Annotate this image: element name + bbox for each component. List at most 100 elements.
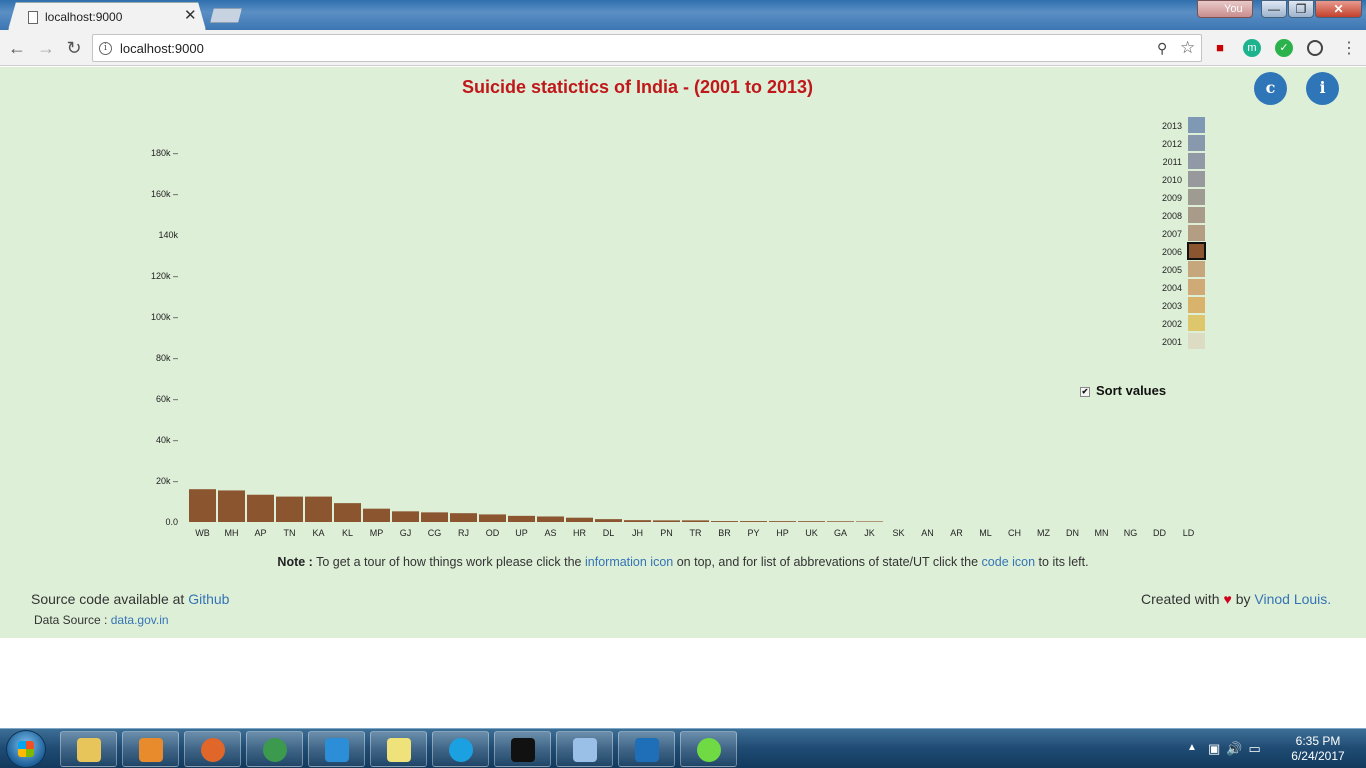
bar-up[interactable] bbox=[508, 515, 535, 522]
address-bar[interactable]: i localhost:9000 ⚲ ☆ bbox=[92, 34, 1202, 62]
bar-tr[interactable] bbox=[682, 520, 709, 522]
bar-gj[interactable] bbox=[392, 511, 419, 522]
sort-checkbox[interactable]: ✔ bbox=[1080, 387, 1090, 397]
bar-hr[interactable] bbox=[566, 517, 593, 522]
x-tick-label: MN bbox=[1095, 528, 1109, 538]
bookmark-star-icon[interactable]: ☆ bbox=[1180, 38, 1196, 57]
legend-swatch-2002[interactable] bbox=[1188, 315, 1205, 331]
extension-gauge-icon[interactable] bbox=[1307, 40, 1323, 56]
bar-ka[interactable] bbox=[305, 496, 332, 522]
bar-as[interactable] bbox=[537, 516, 564, 522]
forward-button[interactable]: → bbox=[37, 38, 55, 58]
sort-label: Sort values bbox=[1096, 383, 1167, 398]
taskbar-cmd[interactable] bbox=[494, 731, 551, 767]
year-legend[interactable]: 2013 2012 2011 2010 2009 2008 2007 2006 2005 2004… bbox=[1162, 117, 1206, 349]
legend-year-label: 2011 bbox=[1163, 157, 1182, 167]
extension-check-icon[interactable]: ✓ bbox=[1275, 39, 1293, 57]
bar-od[interactable] bbox=[479, 514, 506, 522]
legend-swatch-2008[interactable] bbox=[1188, 207, 1205, 223]
info-button[interactable]: i bbox=[1306, 72, 1339, 105]
legend-year-label: 2005 bbox=[1162, 265, 1182, 275]
legend-swatch-2006[interactable] bbox=[1187, 242, 1206, 260]
close-window-button[interactable]: ✕ bbox=[1315, 0, 1362, 18]
system-clock[interactable]: 6:35 PM 6/24/2017 bbox=[1280, 734, 1356, 764]
reload-button[interactable]: ↻ bbox=[66, 38, 82, 58]
legend-swatch-2011[interactable] bbox=[1188, 153, 1205, 169]
legend-swatch-2003[interactable] bbox=[1188, 297, 1205, 313]
taskbar-wifi[interactable] bbox=[618, 731, 675, 767]
credit-line: Created with ♥ by Vinod Louis. bbox=[1141, 591, 1331, 607]
taskbar-upwork[interactable] bbox=[680, 731, 737, 767]
bar-rj[interactable] bbox=[450, 513, 477, 522]
bar-uk[interactable] bbox=[798, 521, 825, 522]
bar-dl[interactable] bbox=[595, 519, 622, 522]
new-tab-button[interactable] bbox=[210, 8, 242, 23]
back-button[interactable]: ← bbox=[8, 38, 26, 58]
legend-swatch-2005[interactable] bbox=[1188, 261, 1205, 277]
site-info-icon[interactable]: i bbox=[99, 42, 112, 55]
legend-year-label: 2008 bbox=[1162, 211, 1182, 221]
zoom-icon[interactable]: ⚲ bbox=[1157, 40, 1168, 56]
extension-m-icon[interactable]: m bbox=[1243, 39, 1261, 57]
legend-swatch-2007[interactable] bbox=[1188, 225, 1205, 241]
tab-close-icon[interactable]: ✕ bbox=[184, 7, 197, 24]
bar-jk[interactable] bbox=[856, 521, 883, 522]
browser-menu-icon[interactable]: ⋮ bbox=[1341, 40, 1357, 57]
legend-swatch-2009[interactable] bbox=[1188, 189, 1205, 205]
bar-tn[interactable] bbox=[276, 496, 303, 522]
code-icon-link[interactable]: code icon bbox=[981, 555, 1036, 569]
sort-values-toggle[interactable]: ✔ Sort values bbox=[1080, 383, 1166, 398]
taskbar-internet-explorer[interactable] bbox=[308, 731, 365, 767]
extension-red-icon[interactable]: ■ bbox=[1216, 40, 1224, 55]
author-link[interactable]: Vinod Louis. bbox=[1254, 591, 1332, 607]
wifi-icon bbox=[635, 738, 659, 762]
legend-swatch-2010[interactable] bbox=[1188, 171, 1205, 187]
data-gov-link[interactable]: data.gov.in bbox=[110, 613, 169, 627]
legend-swatch-2013[interactable] bbox=[1188, 117, 1205, 133]
explorer-icon bbox=[77, 738, 101, 762]
x-tick-label: BR bbox=[718, 528, 731, 538]
minimize-button[interactable]: — bbox=[1261, 0, 1287, 18]
bar-mh[interactable] bbox=[218, 490, 245, 522]
bar-ga[interactable] bbox=[827, 521, 854, 522]
taskbar-sticky-notes[interactable] bbox=[370, 731, 427, 767]
source-code-line: Source code available at Github bbox=[31, 591, 229, 607]
tab-localhost[interactable]: localhost:9000 ✕ bbox=[8, 2, 206, 30]
y-axis: 0.0 20k – 40k – 60k – 80k – 100k – 120k – 140k 1… bbox=[151, 148, 179, 527]
legend-year-label: 2010 bbox=[1162, 175, 1182, 185]
legend-swatch-2004[interactable] bbox=[1188, 279, 1205, 295]
profile-button[interactable]: You bbox=[1197, 0, 1253, 18]
legend-swatch-2001[interactable] bbox=[1188, 333, 1205, 349]
bar-br[interactable] bbox=[711, 521, 738, 522]
bar-ap[interactable] bbox=[247, 494, 274, 522]
tray-expand-icon[interactable]: ▲ bbox=[1187, 742, 1197, 753]
taskbar-explorer[interactable] bbox=[60, 731, 117, 767]
taskbar-paint[interactable] bbox=[556, 731, 613, 767]
bar-jh[interactable] bbox=[624, 520, 651, 522]
taskbar-firefox[interactable] bbox=[184, 731, 241, 767]
start-button[interactable] bbox=[6, 730, 46, 768]
taskbar-media-player[interactable] bbox=[122, 731, 179, 767]
page-title: Suicide statictics of India - (2001 to 2… bbox=[461, 77, 814, 97]
github-link[interactable]: Github bbox=[188, 591, 230, 607]
bar-kl[interactable] bbox=[334, 503, 361, 522]
tray-icons[interactable]: ▣🔊▭ bbox=[1208, 741, 1267, 756]
url-text[interactable]: localhost:9000 bbox=[120, 41, 204, 56]
taskbar-chrome[interactable] bbox=[246, 731, 303, 767]
bar-py[interactable] bbox=[740, 521, 767, 522]
legend-swatch-2012[interactable] bbox=[1188, 135, 1205, 151]
x-tick-label: WB bbox=[195, 528, 210, 538]
code-button[interactable]: c bbox=[1254, 72, 1287, 105]
bar-hp[interactable] bbox=[769, 521, 796, 522]
bar-mp[interactable] bbox=[363, 508, 390, 522]
chart-bars bbox=[189, 489, 883, 522]
information-icon-link[interactable]: information icon bbox=[585, 555, 674, 569]
paint-icon bbox=[573, 738, 597, 762]
bar-pn[interactable] bbox=[653, 520, 680, 522]
taskbar-skype[interactable] bbox=[432, 731, 489, 767]
x-tick-label: RJ bbox=[458, 528, 469, 538]
bar-cg[interactable] bbox=[421, 512, 448, 522]
x-tick-label: AS bbox=[544, 528, 556, 538]
bar-wb[interactable] bbox=[189, 489, 216, 522]
maximize-button[interactable]: ❐ bbox=[1288, 0, 1314, 18]
